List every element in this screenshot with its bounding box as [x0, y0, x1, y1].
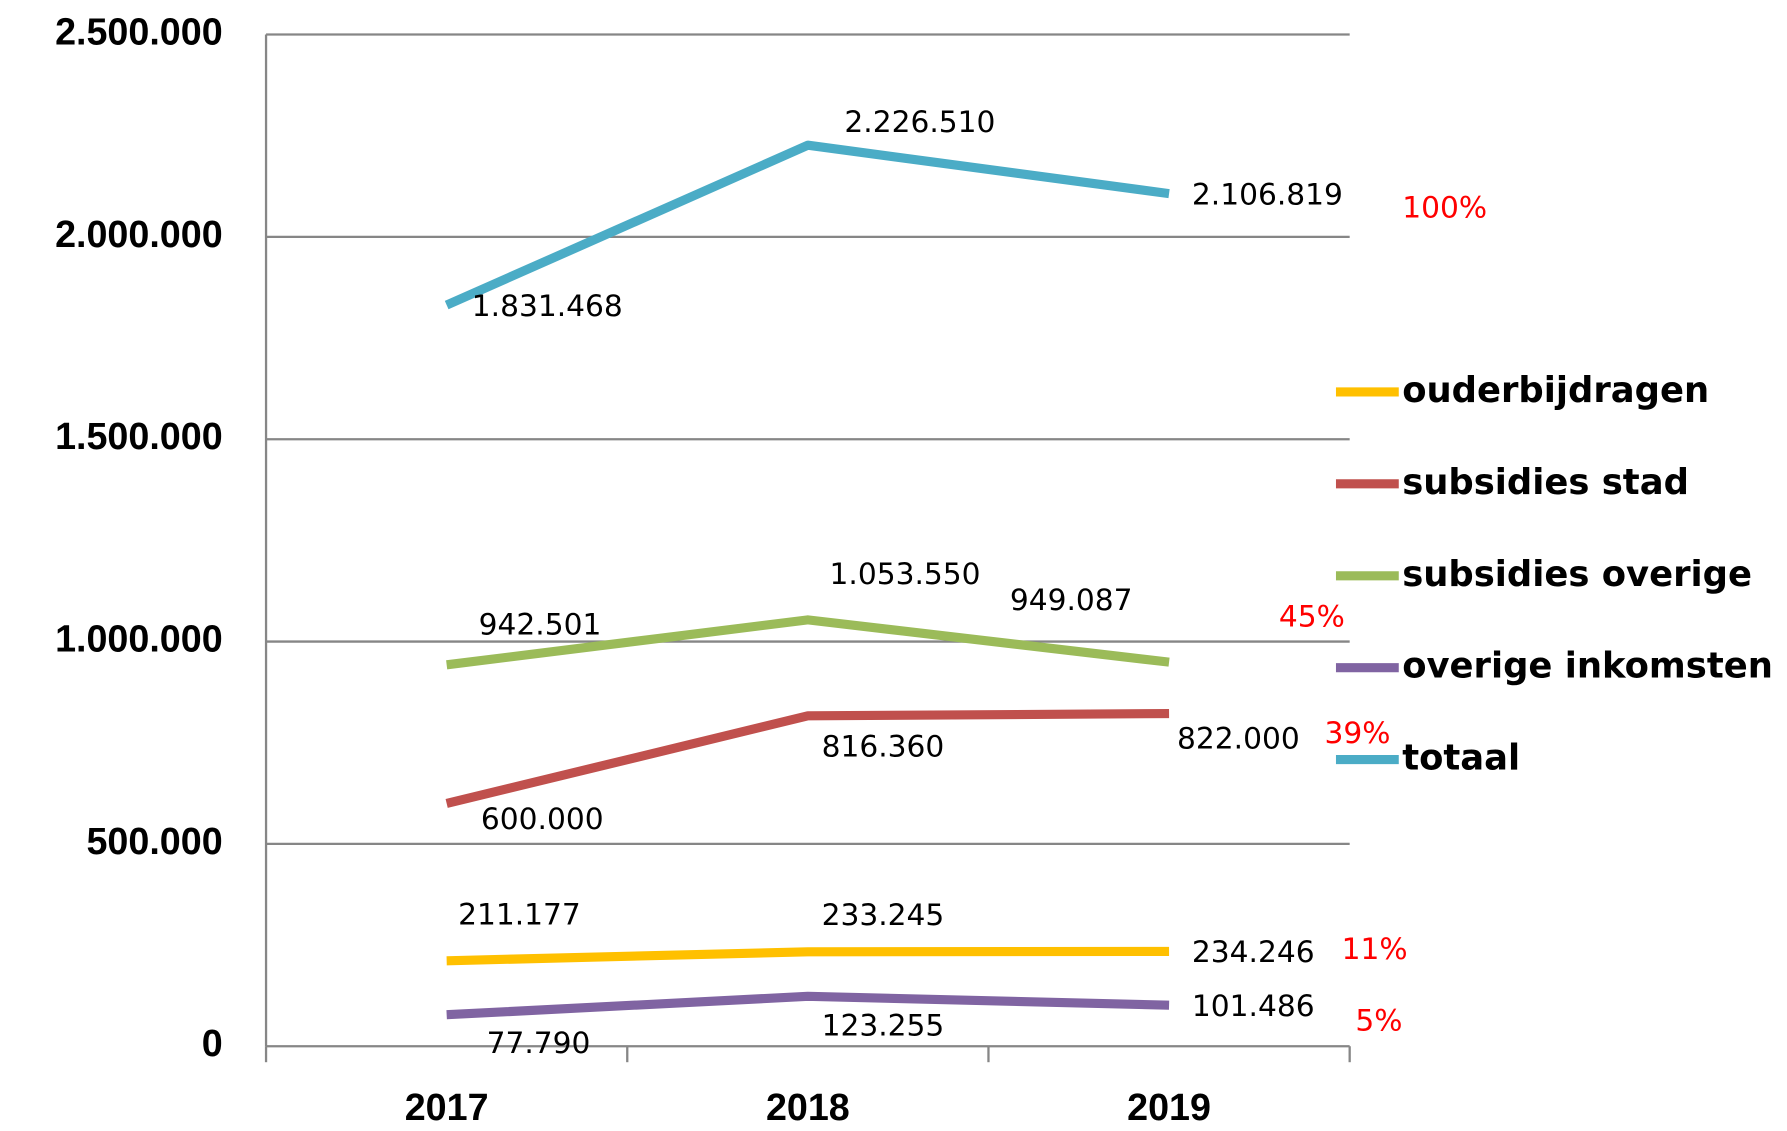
- data-label: 1.831.468: [472, 288, 623, 323]
- legend-label: totaal: [1402, 738, 1520, 779]
- data-label: 600.000: [481, 801, 604, 836]
- y-tick-label: 1.000.000: [55, 618, 223, 660]
- data-label: 822.000: [1177, 720, 1300, 755]
- share-annotation: 45%: [1279, 599, 1345, 634]
- series-line: [446, 615, 1170, 670]
- data-label: 2.226.510: [844, 104, 995, 139]
- data-label: 77.790: [487, 1025, 591, 1060]
- data-label: 123.255: [822, 1008, 945, 1043]
- data-label: 942.501: [479, 606, 602, 641]
- y-tick-label: 500.000: [86, 820, 222, 862]
- data-label: 211.177: [458, 897, 581, 932]
- series-line: [446, 991, 1170, 1020]
- data-label: 816.360: [822, 728, 945, 763]
- y-tick-label: 1.500.000: [55, 415, 223, 457]
- data-label: 2.106.819: [1192, 176, 1343, 211]
- series-line: [445, 709, 1170, 808]
- legend-label: subsidies stad: [1402, 462, 1689, 503]
- x-tick-label: 2017: [405, 1086, 489, 1128]
- x-tick-label: 2018: [766, 1086, 850, 1128]
- series-line: [446, 946, 1170, 966]
- series-line: [444, 140, 1170, 310]
- y-tick-label: 2.500.000: [55, 10, 223, 52]
- data-label: 101.486: [1192, 988, 1315, 1023]
- share-annotation: 11%: [1342, 931, 1408, 966]
- share-annotation: 5%: [1355, 1003, 1402, 1038]
- x-tick-label: 2019: [1127, 1086, 1211, 1128]
- data-label: 234.246: [1192, 934, 1315, 969]
- data-label: 949.087: [1010, 582, 1133, 617]
- legend-label: overige inkomsten: [1402, 646, 1773, 687]
- share-annotation: 39%: [1325, 715, 1391, 750]
- data-label: 233.245: [822, 897, 945, 932]
- legend-label: ouderbijdragen: [1402, 370, 1709, 411]
- y-tick-label: 0: [202, 1022, 223, 1064]
- data-label: 1.053.550: [830, 556, 981, 591]
- share-annotation: 100%: [1402, 190, 1487, 225]
- legend-label: subsidies overige: [1402, 554, 1752, 595]
- y-tick-label: 2.000.000: [55, 213, 223, 255]
